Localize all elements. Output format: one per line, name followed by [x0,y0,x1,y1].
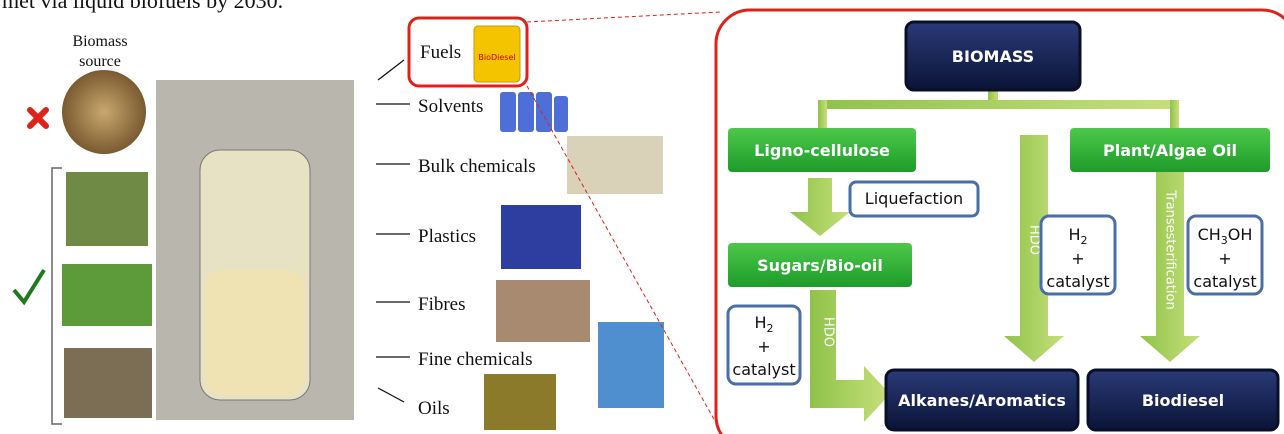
reagent-formula: H2 [1068,225,1087,247]
fibres-image [496,280,590,342]
branch-label: Plant/Algae Oil [1103,141,1237,160]
reactor-liquid [205,270,305,395]
product-label: Fine chemicals [418,349,533,370]
zoom-line [526,85,721,431]
process-label: Liquefaction [865,189,963,208]
branch-box [1070,128,1270,172]
intermediate-box [728,243,912,287]
reagent-formula: CH3OH [1198,225,1253,247]
arrow-label: HDO [1027,225,1042,255]
product-label: Solvents [418,96,483,117]
reagent-box [726,304,802,386]
plastics-image [501,205,581,269]
output-label: Biodiesel [1142,391,1224,410]
jug-label: BioDiesel [478,53,515,62]
reagent-catalyst: catalyst [732,360,795,379]
product-label: Fuels [420,42,461,63]
reagent-plus: + [1218,249,1231,268]
root-box [904,20,1082,92]
fine-chemicals-image [598,322,664,408]
product-label: Plastics [418,226,476,247]
grass-image [62,264,152,326]
label: source [79,53,121,70]
root-label: BIOMASS [952,47,1034,66]
intermediate-label: Sugars/Bio-oil [757,256,883,275]
reagent-catalyst: catalyst [1193,272,1256,291]
branch-box [728,128,916,172]
branch-label: Ligno-cellulose [754,141,890,160]
chemicals-image [567,136,663,194]
plant-image [66,172,148,246]
scheme-panel [714,8,1284,434]
zoom-line [526,11,721,23]
caption: met via liquid biofuels by 2030. [2,0,283,13]
oils-image [484,374,556,430]
bracket [51,167,62,425]
product-label: Bulk chemicals [418,156,536,177]
product-label: Oils [418,398,450,419]
green-arrows [790,90,1200,422]
product-label: Fibres [418,294,466,315]
reagent-box [1039,214,1117,296]
check-icon [12,268,46,306]
output-box [1086,368,1280,432]
reagent-box [1186,214,1264,296]
highlight-box [407,16,529,88]
reagent-formula: H2 [754,313,773,335]
label: Biomass [72,33,127,50]
output-box [884,368,1080,432]
process-box [848,180,980,218]
product-arrows [376,59,410,403]
arrow-label: Transesterification [1163,189,1178,309]
cross-icon [27,107,49,129]
arrow-label: HDO [821,317,836,347]
reagent-plus: + [1071,249,1084,268]
reagent-catalyst: catalyst [1046,272,1109,291]
wood-image [64,348,152,418]
reagent-plus: + [757,337,770,356]
seed-image [62,70,146,154]
solvent-image [500,92,568,132]
jug-image [473,25,521,83]
output-label: Alkanes/Aromatics [898,391,1066,410]
